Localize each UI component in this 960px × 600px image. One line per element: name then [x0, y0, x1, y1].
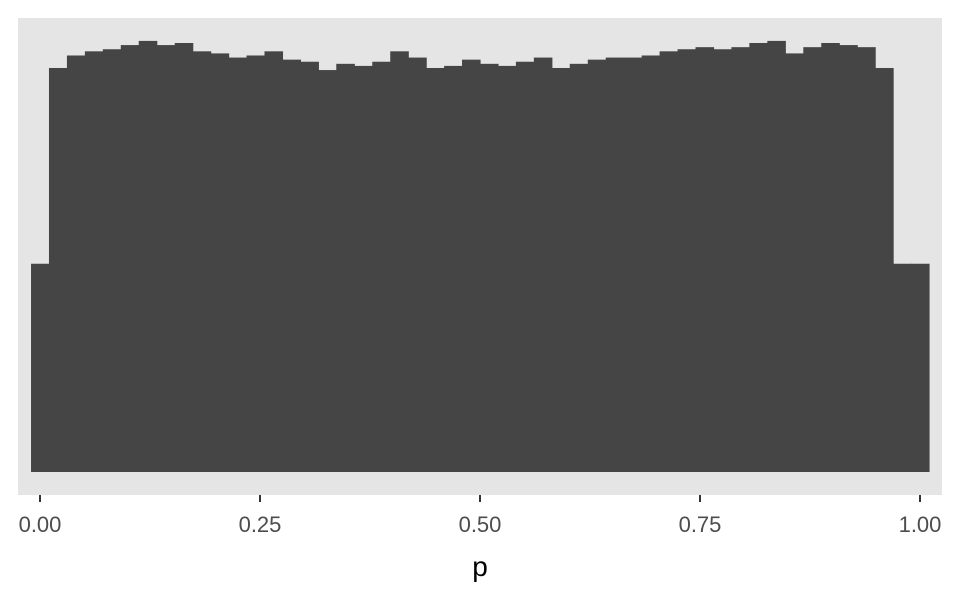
histogram-bar [228, 57, 248, 472]
histogram-bar [354, 65, 373, 473]
histogram-bar [84, 51, 104, 472]
histogram-bar [31, 263, 50, 472]
histogram-bar [408, 57, 427, 472]
histogram-bar [444, 65, 463, 473]
histogram-bar [659, 51, 679, 472]
histogram-bar [875, 67, 894, 472]
histogram-bar [138, 40, 158, 472]
histogram-bar [749, 42, 768, 473]
histogram-bar [210, 53, 230, 473]
histogram-bar [605, 57, 625, 472]
histogram-bar [66, 55, 86, 473]
histogram-bar [264, 51, 284, 472]
histogram-bar [120, 45, 140, 472]
histogram-bar [156, 45, 176, 472]
histogram-bar [336, 63, 355, 472]
histogram-bar [102, 49, 122, 473]
histogram-bar [533, 57, 553, 472]
histogram-bar [515, 61, 535, 472]
x-tick-label: 0.25 [239, 512, 282, 537]
histogram-bar [587, 59, 607, 473]
x-axis-title: p [472, 551, 488, 582]
histogram-bar [497, 65, 517, 473]
histogram-bar [731, 47, 750, 472]
histogram-bar [390, 51, 409, 472]
x-tick-label: 0.00 [19, 512, 62, 537]
histogram-bar [318, 70, 337, 472]
histogram-bar [282, 59, 301, 473]
histogram-bar [462, 59, 481, 473]
histogram-bar [839, 45, 858, 472]
x-tick-label: 1.00 [899, 512, 942, 537]
histogram-bar [911, 263, 930, 472]
x-axis-ticks [39, 495, 921, 502]
histogram-bar [480, 63, 499, 472]
x-tick-label: 0.75 [679, 512, 722, 537]
histogram-bar [48, 67, 68, 472]
histogram-bar [372, 61, 391, 472]
histogram-bar [713, 49, 733, 473]
histogram-bar [551, 67, 571, 472]
histogram-bar [192, 51, 212, 472]
histogram-bar [677, 49, 697, 473]
histogram-bar [893, 263, 912, 472]
histogram-bar [174, 42, 194, 473]
histogram-bar [569, 63, 589, 472]
histogram-bar [821, 42, 840, 473]
histogram-bar [857, 47, 876, 472]
histogram-bar [803, 47, 822, 472]
histogram-bar [426, 67, 445, 472]
histogram-bar [246, 55, 266, 473]
histogram-bar [767, 40, 786, 472]
histogram-bar [641, 55, 661, 473]
histogram-bar [785, 53, 804, 473]
histogram-bar [300, 61, 319, 472]
x-tick-label: 0.50 [459, 512, 502, 537]
histogram-bar [623, 57, 643, 472]
x-axis-tick-labels: 0.00 0.25 0.50 0.75 1.00 [19, 512, 942, 537]
histogram-bars [31, 40, 930, 473]
histogram-bar [695, 47, 715, 472]
